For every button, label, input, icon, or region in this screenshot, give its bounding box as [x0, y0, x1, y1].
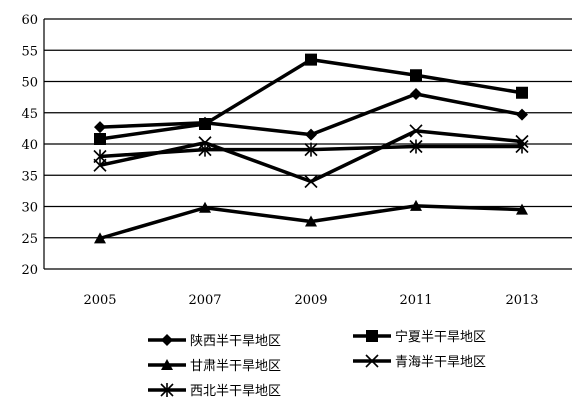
data-point — [198, 142, 212, 157]
data-point — [515, 139, 529, 154]
legend-item: 陕西半干旱地区 — [148, 334, 281, 349]
y-axis-ticks: 20 25 30 35 40 45 50 55 60 — [21, 13, 38, 278]
legend-label: 青海半干旱地区 — [395, 355, 486, 370]
data-point — [410, 199, 422, 211]
y-tick-label: 25 — [21, 232, 38, 247]
data-point — [409, 139, 423, 154]
data-point — [305, 128, 317, 141]
x-tick-label: 2009 — [294, 293, 327, 308]
legend-item: 青海半干旱地区 — [353, 354, 486, 370]
gridlines — [43, 18, 572, 270]
y-tick-label: 60 — [21, 13, 38, 28]
data-point — [94, 133, 106, 145]
legend-item: 甘肃半干旱地区 — [148, 359, 281, 374]
series-line — [99, 57, 523, 141]
y-tick-label: 20 — [21, 263, 38, 278]
legend-label: 甘肃半干旱地区 — [190, 359, 281, 374]
data-point — [160, 383, 174, 397]
legend-label: 宁夏半干旱地区 — [395, 329, 486, 345]
data-point — [305, 53, 317, 66]
y-tick-label: 45 — [21, 107, 38, 122]
y-tick-label: 35 — [21, 169, 38, 184]
legend-label: 陕西半干旱地区 — [190, 334, 281, 349]
series-asterisk — [93, 139, 529, 164]
data-point — [94, 232, 106, 244]
data-point — [410, 69, 422, 82]
data-point — [304, 174, 318, 189]
legend-item: 宁夏半干旱地区 — [353, 329, 486, 345]
series-triangle — [94, 199, 528, 244]
data-point — [94, 121, 106, 134]
data-point — [161, 359, 173, 370]
data-point — [516, 86, 528, 99]
data-point — [410, 88, 422, 100]
data-point — [409, 124, 423, 138]
x-tick-label: 2011 — [399, 293, 432, 308]
legend-item: 西北半干旱地区 — [148, 383, 281, 399]
series-lines — [93, 53, 529, 244]
data-point — [305, 215, 317, 227]
x-tick-label: 2013 — [505, 293, 538, 308]
y-tick-label: 40 — [21, 138, 38, 153]
data-point — [199, 118, 211, 130]
x-axis-ticks: 2005 2007 2009 2011 2013 — [83, 293, 538, 308]
y-tick-label: 30 — [21, 201, 38, 216]
series-square — [94, 53, 528, 145]
data-point — [304, 142, 318, 157]
data-point — [161, 334, 173, 346]
y-tick-label: 50 — [21, 76, 38, 91]
legend-label: 西北半干旱地区 — [190, 384, 281, 399]
data-point — [516, 108, 528, 121]
data-point — [199, 201, 211, 213]
x-tick-label: 2007 — [188, 293, 221, 308]
data-point — [365, 354, 379, 368]
x-tick-label: 2005 — [83, 293, 116, 308]
data-point — [366, 330, 378, 342]
data-point — [93, 149, 107, 164]
series-diamond — [94, 88, 528, 141]
y-tick-label: 55 — [21, 44, 38, 59]
data-point — [516, 203, 528, 215]
